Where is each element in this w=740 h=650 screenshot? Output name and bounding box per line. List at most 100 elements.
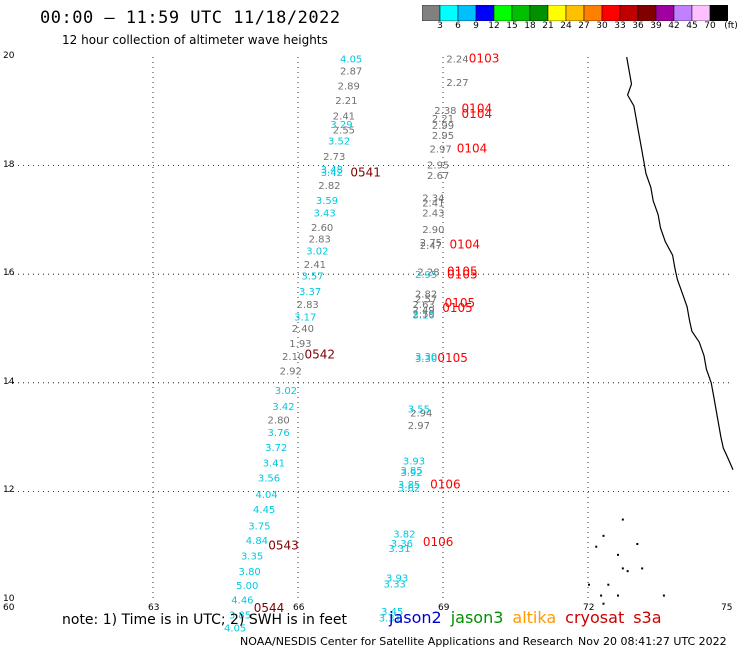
swh-reading: 2.41 (422, 198, 444, 209)
pass-time-label: 0105 (437, 351, 468, 365)
swh-reading: 3.56 (258, 474, 280, 485)
credit-line: NOAA/NESDIS Center for Satellite Applica… (240, 635, 574, 648)
swh-reading: 3.45 (381, 607, 403, 618)
swh-reading: 3.37 (299, 287, 321, 298)
legend-item-jason2: jason2 (389, 608, 442, 627)
footnote: note: 1) Time is in UTC; 2) SWH is in fe… (62, 612, 348, 628)
swh-reading: 2.94 (410, 408, 432, 419)
swh-reading: 3.17 (294, 312, 316, 323)
island (588, 583, 590, 586)
swh-reading: 3.93 (403, 456, 425, 467)
latitude-label: 18 (3, 159, 15, 170)
color-scale-label: 12 (488, 21, 500, 31)
map-title: 00:00 – 11:59 UTC 11/18/2022 (40, 8, 341, 28)
swh-reading: 4.05 (340, 54, 362, 65)
pass-time-label: 0103 (469, 51, 500, 65)
swh-reading: 3.42 (272, 402, 294, 413)
longitude-label: 60 (3, 603, 15, 613)
swh-reading: 3.30 (415, 354, 437, 365)
swh-reading: 3.55 (408, 405, 430, 416)
swh-reading: 3.41 (263, 458, 285, 469)
swh-reading: 2.21 (335, 96, 357, 107)
legend-item-jason3: jason3 (450, 608, 504, 627)
swh-reading: 2.73 (323, 152, 345, 163)
swh-reading: 2.57 (415, 294, 437, 305)
swh-reading: 2.75 (420, 238, 442, 249)
swh-reading: 2.10 (282, 352, 304, 363)
island (600, 594, 603, 597)
island (617, 594, 619, 597)
pass-time-label: 0105 (447, 268, 478, 282)
swh-reading: 3.57 (301, 272, 323, 283)
swh-reading: 2.43 (422, 209, 444, 220)
swh-reading: 5.00 (236, 581, 258, 592)
pass-time-label: 0542 (304, 347, 335, 361)
color-scale-label: 30 (596, 21, 608, 31)
pass-time-label: 0104 (462, 107, 493, 121)
swh-reading: 2.80 (268, 416, 290, 427)
swh-reading: 2.41 (333, 111, 355, 122)
swh-reading: 2.82 (415, 290, 437, 301)
swh-reading: 3.82 (393, 530, 415, 541)
swh-reading: 3.92 (400, 468, 422, 479)
swh-reading: 3.02 (275, 386, 297, 397)
swh-reading: 3.02 (306, 247, 328, 258)
color-scale-bar (422, 5, 728, 21)
latitude-label: 16 (3, 268, 15, 279)
wave-height-observations: 2.872.892.212.412.552.732.822.602.832.41… (224, 51, 499, 634)
pass-time-label: 0104 (449, 238, 480, 252)
color-scale-label: (ft) (724, 21, 738, 31)
legend-item-cryosat: cryosat (565, 608, 625, 627)
latitude-label: 14 (3, 376, 15, 387)
island (636, 542, 639, 545)
swh-reading: 2.97 (429, 145, 451, 156)
swh-reading: 3.33 (384, 580, 406, 591)
coastline (588, 56, 734, 605)
color-scale-label: 70 (704, 21, 716, 31)
swh-reading: 2.34 (422, 193, 444, 204)
island (602, 534, 605, 537)
swh-reading: 3.52 (328, 136, 350, 147)
pass-time-label: 0105 (442, 301, 473, 315)
swh-reading: 2.97 (408, 421, 430, 432)
india-west-coast (626, 56, 734, 470)
color-scale-label: 39 (650, 21, 662, 31)
swh-reading: 2.21 (432, 114, 454, 125)
color-scale-label: 27 (578, 21, 590, 31)
color-scale-label: 36 (632, 21, 644, 31)
latitude-label: 20 (3, 51, 15, 61)
longitude-label: 75 (721, 603, 733, 613)
lat-lon-grid (8, 57, 733, 600)
island (662, 594, 665, 597)
generated-timestamp: Nov 20 08:41:27 UTC 2022 (578, 635, 727, 648)
swh-reading: 3.31 (379, 614, 401, 625)
swh-reading: 2.83 (309, 235, 331, 246)
pass-time-label: 0106 (423, 535, 454, 549)
swh-reading: 2.55 (333, 126, 355, 137)
map-subtitle: 12 hour collection of altimeter wave hei… (62, 33, 328, 47)
swh-reading: 2.95 (427, 160, 449, 171)
latitude-label: 10 (3, 594, 15, 604)
swh-reading: 3.85 (400, 466, 422, 477)
island (607, 583, 610, 586)
swh-reading: 3.62 (398, 483, 420, 494)
island (641, 567, 644, 570)
pass-time-label: 0105 (445, 296, 476, 310)
swh-reading: 2.90 (422, 225, 444, 236)
swh-reading: 2.83 (297, 300, 319, 311)
swh-reading: 3.85 (229, 610, 251, 621)
swh-reading: 3.36 (391, 539, 413, 550)
swh-reading: 2.87 (340, 66, 362, 77)
color-scale-label: 33 (614, 21, 626, 31)
swh-reading: 2.82 (318, 181, 340, 192)
swh-reading: 2.95 (415, 270, 437, 281)
swh-reading: 2.67 (427, 171, 449, 182)
color-scale-label: 45 (686, 21, 698, 31)
color-scale-labels: 3 6 9 12 15 18 21 24 27 30 33 36 39 42 45 70 (ft) (422, 21, 740, 33)
swh-reading: 2.92 (280, 367, 302, 378)
swh-reading: 3.43 (313, 209, 335, 220)
longitude-label: 72 (583, 603, 595, 613)
color-scale-label: 21 (542, 21, 554, 31)
pass-time-label: 0104 (457, 142, 488, 156)
